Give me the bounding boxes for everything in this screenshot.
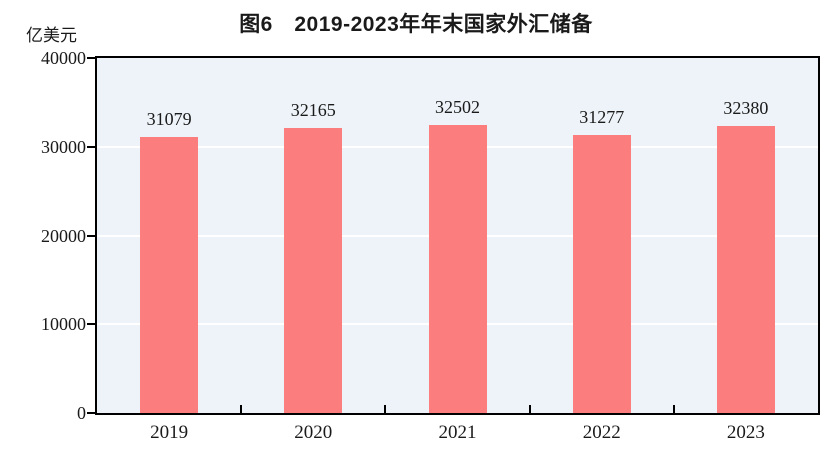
y-tick-label: 20000	[41, 225, 86, 246]
y-tick-label: 0	[77, 403, 86, 423]
x-tick-label: 2020	[294, 422, 333, 443]
y-axis-tick	[87, 145, 95, 148]
y-axis-tick	[87, 412, 95, 414]
y-tick-label: 10000	[41, 314, 86, 335]
x-axis-tick	[384, 405, 387, 413]
x-tick-label: 2022	[582, 422, 621, 443]
x-axis-tick	[672, 405, 675, 413]
y-axis-tick	[87, 234, 95, 237]
bar-value-label: 32380	[723, 97, 769, 118]
y-axis-unit-label: 亿美元	[26, 26, 77, 45]
bar	[716, 125, 775, 413]
x-tick-label: 2019	[150, 422, 189, 443]
bar-value-label: 32502	[435, 96, 480, 117]
x-axis-tick	[528, 405, 531, 413]
x-axis-tick	[240, 405, 243, 413]
bar-value-label: 31277	[579, 107, 625, 128]
bar	[572, 135, 631, 413]
x-tick-label: 2023	[726, 422, 765, 443]
bar	[284, 127, 343, 413]
y-axis-tick	[87, 323, 95, 326]
y-axis-tick	[87, 57, 95, 59]
bar	[140, 137, 199, 413]
chart-title: 图6 2019-2023年年末国家外汇储备	[239, 13, 593, 36]
plot-area: 31079 32165 32502 31277 32380	[95, 56, 820, 415]
y-tick-label: 30000	[41, 136, 86, 157]
y-tick-label: 40000	[41, 48, 86, 68]
bar-value-label: 31079	[146, 109, 192, 130]
x-tick-label: 2021	[438, 422, 477, 443]
bar-value-label: 32165	[290, 99, 336, 120]
bar	[428, 124, 487, 413]
